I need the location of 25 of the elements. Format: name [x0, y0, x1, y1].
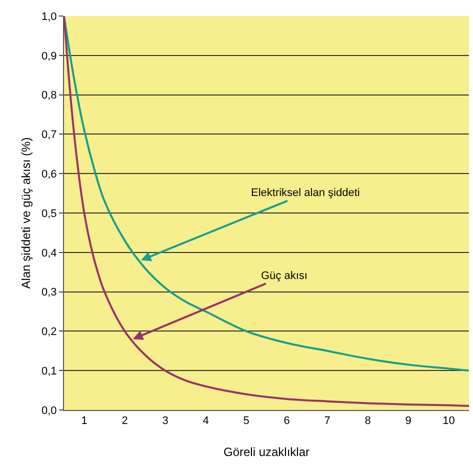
y-tick-label: 0,6 [42, 168, 57, 180]
annotation: Elektriksel alan şiddeti [251, 187, 360, 199]
x-tick-label: 8 [364, 415, 371, 428]
y-tick-label: 0,9 [42, 50, 57, 62]
y-tick-label: 0,1 [42, 365, 57, 378]
x-tick-label: 6 [284, 415, 290, 428]
x-tick-label: 9 [405, 415, 412, 428]
y-tick-label: 0,7 [42, 129, 57, 142]
y-tick-label: 0,5 [42, 208, 57, 220]
y-tick-label: 1,0 [42, 10, 57, 23]
x-tick-label: 1 [81, 415, 88, 428]
x-tick-label: 3 [162, 415, 168, 428]
x-tick-label: 10 [442, 415, 455, 428]
y-tick-label: 0,3 [42, 286, 57, 299]
x-axis-title: Göreli uzaklıklar [223, 445, 310, 459]
y-tick-label: 0,2 [42, 326, 57, 338]
y-tick-label: 0,8 [42, 90, 57, 102]
x-tick-label: 5 [243, 415, 250, 428]
y-tick-label: 0,4 [42, 247, 57, 260]
annotation: Güç akısı [261, 270, 308, 282]
x-tick-label: 4 [202, 415, 209, 428]
x-tick-label: 7 [324, 415, 330, 428]
y-axis-title: Alan şiddeti ve güç akısı (%) [19, 137, 33, 289]
x-tick-label: 2 [122, 415, 128, 428]
y-tick-label: 0,0 [42, 404, 57, 417]
